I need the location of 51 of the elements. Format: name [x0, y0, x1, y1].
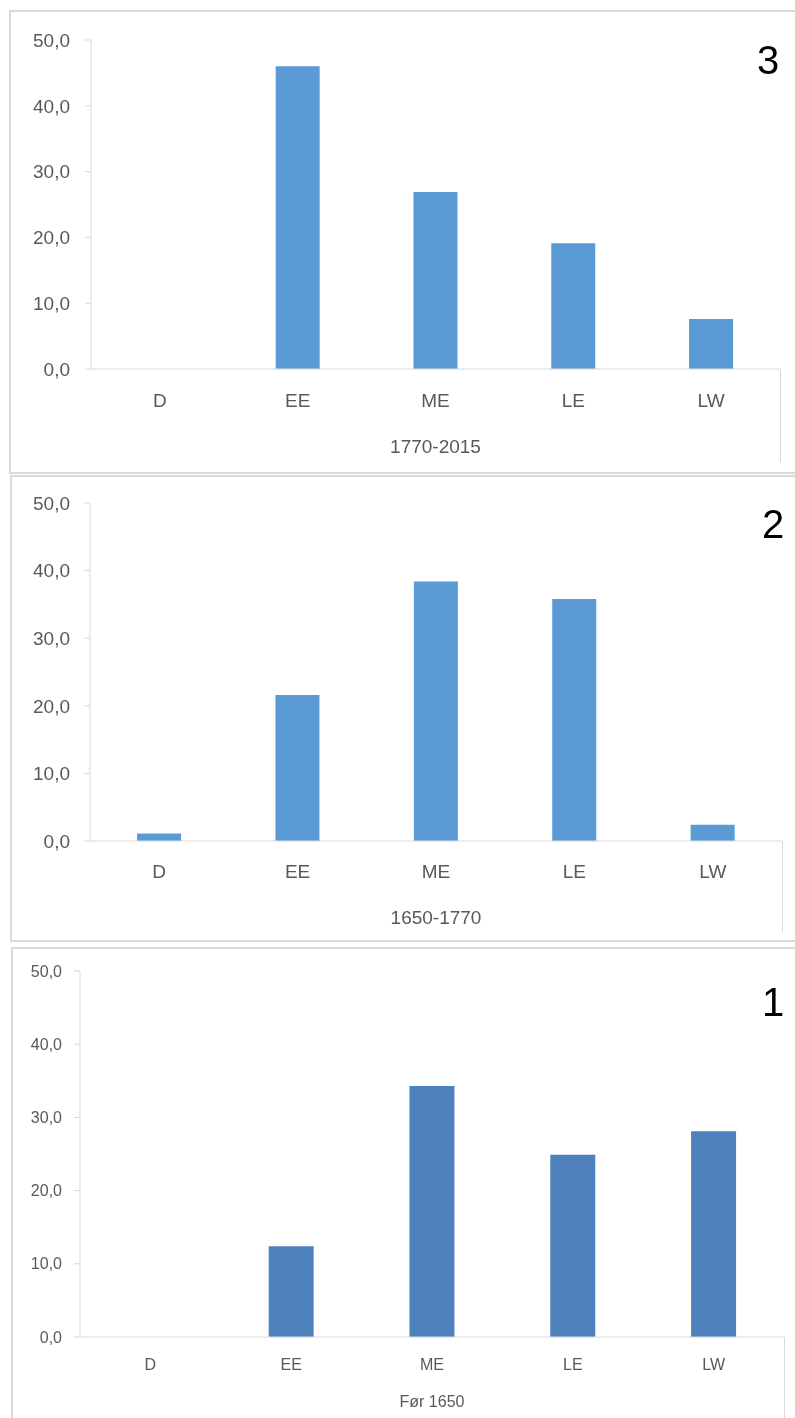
x-tick-label: LW: [699, 860, 727, 882]
y-tick-label: 40,0: [33, 560, 70, 582]
y-tick-label: 0,0: [43, 358, 70, 380]
x-tick-label: LE: [562, 860, 587, 882]
bar: [690, 824, 735, 841]
y-tick-label: 10,0: [33, 763, 70, 785]
y-tick-label: 20,0: [33, 227, 70, 249]
y-tick-label: 20,0: [33, 695, 70, 717]
bar: [550, 1154, 596, 1337]
bar: [689, 318, 734, 369]
annotation: 3: [756, 38, 780, 82]
bar: [691, 1131, 737, 1337]
y-tick-label: 30,0: [30, 1109, 63, 1127]
y-tick-label: 0,0: [39, 1328, 63, 1346]
y-tick-label: 0,0: [43, 830, 70, 852]
annotation: 2: [761, 502, 785, 546]
x-tick-label: LW: [702, 1355, 726, 1373]
x-tick-label: D: [152, 860, 167, 882]
bar: [268, 1246, 314, 1337]
x-tick-label: EE: [285, 389, 311, 411]
y-tick-label: 20,0: [30, 1182, 63, 1200]
bar: [552, 598, 597, 841]
bar: [275, 694, 320, 841]
y-tick-label: 50,0: [30, 962, 63, 980]
x-axis-title: 1770-2015: [390, 435, 481, 457]
y-tick-label: 10,0: [33, 292, 70, 314]
y-tick-label: 40,0: [30, 1035, 63, 1053]
bar: [413, 192, 458, 369]
y-tick-label: 50,0: [33, 492, 70, 514]
x-tick-label: LW: [697, 389, 725, 411]
y-tick-label: 40,0: [33, 95, 70, 117]
x-tick-label: D: [144, 1355, 157, 1373]
x-tick-label: EE: [280, 1355, 302, 1373]
bar: [413, 581, 458, 841]
bar: [275, 66, 320, 369]
x-tick-label: ME: [421, 860, 451, 882]
x-tick-label: D: [153, 389, 167, 411]
annotation: 1: [761, 980, 785, 1024]
x-tick-label: LE: [563, 1355, 583, 1373]
bar: [409, 1085, 455, 1337]
x-tick-label: EE: [284, 860, 311, 882]
y-tick-label: 10,0: [30, 1255, 63, 1273]
bar: [551, 243, 596, 369]
x-axis-title: 1650-1770: [390, 906, 482, 928]
x-tick-label: ME: [421, 389, 450, 411]
y-tick-label: 50,0: [33, 29, 70, 51]
x-tick-label: ME: [420, 1355, 444, 1373]
x-axis-title: Før 1650: [399, 1392, 465, 1410]
x-tick-label: LE: [561, 389, 585, 411]
y-tick-label: 30,0: [33, 161, 70, 183]
y-tick-label: 30,0: [33, 627, 70, 649]
